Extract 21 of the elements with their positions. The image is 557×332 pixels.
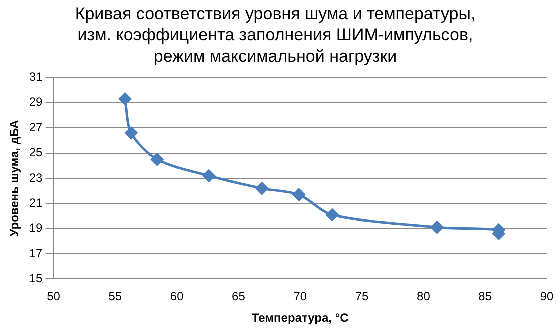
x-tick-label: 85	[478, 290, 492, 304]
y-tick-label: 25	[29, 146, 44, 160]
y-tick-label: 21	[29, 196, 44, 210]
x-tick-label: 80	[417, 290, 431, 304]
y-axis-title: Уровень шума, дБА	[8, 120, 22, 237]
y-tick-label: 17	[29, 246, 44, 260]
x-axis-title: Температура, °C	[252, 311, 350, 326]
x-tick-label: 75	[355, 290, 370, 304]
x-tick-label: 55	[108, 290, 122, 304]
y-tick-label: 31	[29, 70, 44, 84]
x-tick-label: 50	[47, 290, 61, 304]
x-tick-label: 90	[540, 290, 554, 304]
x-tick-label: 70	[294, 290, 308, 304]
x-tick-label: 60	[170, 290, 184, 304]
y-tick-label: 27	[29, 120, 44, 134]
chart-title: Кривая соответствия уровня шума и температуры, изм. коэффициента заполнения ШИМ-импульсов, режим максимальной нагрузки	[75, 4, 476, 66]
y-tick-label: 19	[29, 221, 44, 236]
y-tick-label: 29	[29, 95, 44, 110]
y-tick-label: 15	[29, 272, 44, 286]
y-tick-label: 23	[29, 170, 44, 185]
x-tick-label: 65	[232, 290, 246, 304]
